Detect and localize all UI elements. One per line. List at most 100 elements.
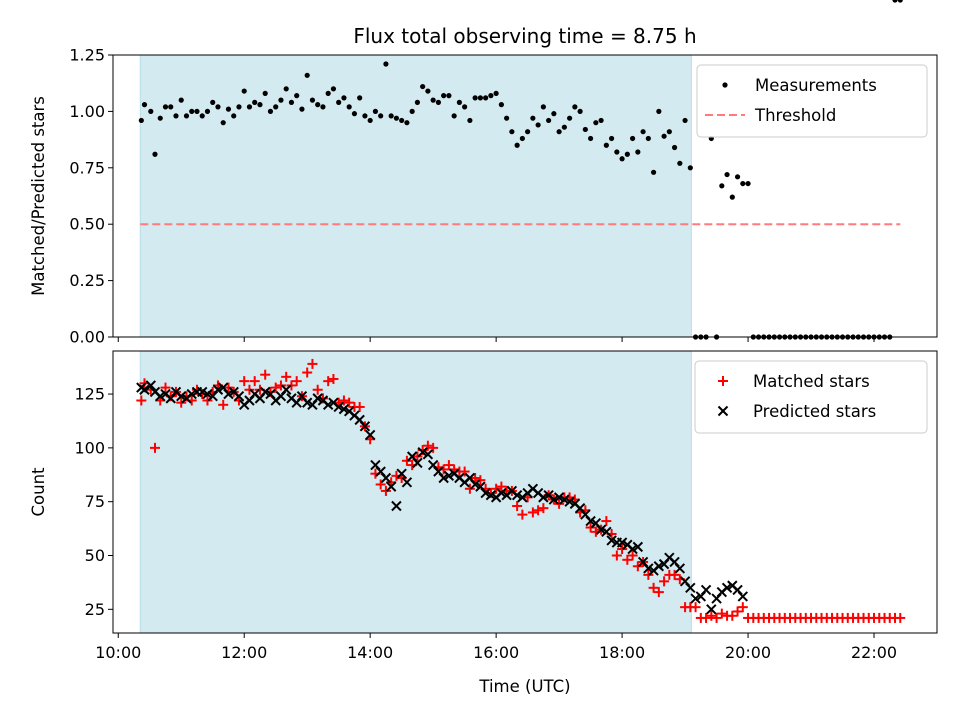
data-point — [653, 587, 664, 598]
data-point — [357, 95, 363, 101]
data-point — [483, 95, 489, 101]
data-point — [367, 117, 373, 124]
data-point — [441, 93, 447, 99]
y-tick-label: 50 — [85, 546, 105, 565]
data-point — [210, 99, 216, 105]
data-point — [138, 117, 144, 124]
data-point — [740, 180, 746, 187]
data-point — [603, 142, 609, 148]
data-point — [278, 97, 284, 103]
data-point — [148, 108, 154, 114]
data-point — [378, 113, 384, 119]
data-point — [380, 472, 392, 484]
data-point — [687, 165, 693, 171]
data-point — [685, 582, 696, 594]
data-point — [470, 473, 481, 484]
data-point — [619, 156, 625, 162]
y-tick-label: 0.75 — [69, 158, 105, 177]
data-point — [236, 104, 242, 110]
data-point — [650, 169, 657, 175]
data-point — [249, 376, 260, 387]
data-point — [601, 526, 612, 538]
data-point — [493, 90, 499, 96]
data-point — [892, 0, 898, 3]
data-point — [328, 373, 339, 384]
data-point — [401, 477, 413, 488]
observing-interval-shade — [139, 350, 692, 634]
data-point — [527, 507, 538, 518]
data-point — [202, 395, 213, 406]
legend-marker — [718, 376, 728, 386]
legend-box — [696, 64, 928, 138]
data-point — [582, 126, 588, 133]
x-tick-label: 14:00 — [347, 643, 393, 662]
data-point — [218, 399, 229, 410]
data-point — [375, 479, 386, 490]
data-point — [162, 104, 169, 110]
data-point — [561, 124, 567, 130]
data-point — [727, 610, 738, 621]
ratio-y-axis-label: Matched/Predicted stars — [29, 96, 48, 296]
legend-label: Measurements — [755, 76, 877, 95]
x-tick-label: 20:00 — [725, 643, 771, 662]
data-point — [199, 113, 205, 119]
data-point — [443, 460, 454, 471]
data-point — [525, 129, 531, 135]
data-point — [706, 604, 717, 615]
data-point — [451, 113, 457, 119]
x-tick-label: 16:00 — [473, 643, 519, 662]
data-point — [145, 380, 156, 391]
y-tick-label: 0.00 — [69, 328, 105, 347]
data-point — [677, 160, 683, 166]
data-point — [364, 429, 376, 441]
data-point — [669, 569, 680, 580]
data-point — [225, 106, 232, 112]
data-point — [183, 113, 190, 119]
counts-panel: 25 50 75 100 125 10:00 12:00 14:00 16:00 18:00 20… — [29, 350, 938, 696]
data-point — [136, 395, 147, 406]
data-point — [732, 606, 743, 617]
y-tick-label: 0.50 — [69, 215, 105, 234]
data-point — [294, 93, 300, 99]
data-point — [624, 151, 630, 157]
y-tick-label: 0.25 — [69, 271, 105, 290]
y-tick-label: 1.25 — [69, 46, 105, 65]
x-axis-label: Time (UTC) — [478, 677, 570, 696]
legend-label: Threshold — [754, 106, 836, 125]
data-point — [157, 115, 163, 121]
data-point — [517, 509, 528, 520]
data-point — [496, 481, 507, 492]
data-point — [897, 0, 903, 3]
counts-marks — [136, 358, 906, 623]
data-point — [512, 500, 523, 511]
data-point — [734, 174, 741, 180]
data-point — [538, 503, 549, 514]
data-point — [396, 468, 407, 479]
data-point — [391, 500, 402, 512]
data-point — [737, 591, 749, 602]
data-point — [428, 442, 439, 453]
data-point — [354, 401, 365, 412]
data-point — [404, 120, 410, 126]
data-point — [239, 376, 250, 387]
data-point — [422, 440, 433, 451]
data-point — [312, 384, 323, 395]
data-point — [241, 88, 247, 94]
observing-interval-shade — [139, 54, 692, 338]
data-point — [231, 113, 237, 119]
data-point — [425, 88, 431, 94]
data-point — [288, 99, 295, 105]
data-point — [456, 99, 462, 105]
data-point — [488, 93, 494, 99]
data-point — [168, 104, 174, 110]
data-point — [257, 102, 263, 108]
legend-marker — [722, 82, 728, 88]
legend-label: Matched stars — [753, 372, 870, 391]
data-point — [546, 117, 552, 124]
data-point — [173, 113, 179, 119]
data-point — [304, 72, 310, 78]
data-point — [627, 550, 638, 561]
data-point — [504, 115, 510, 121]
data-point — [160, 382, 171, 393]
